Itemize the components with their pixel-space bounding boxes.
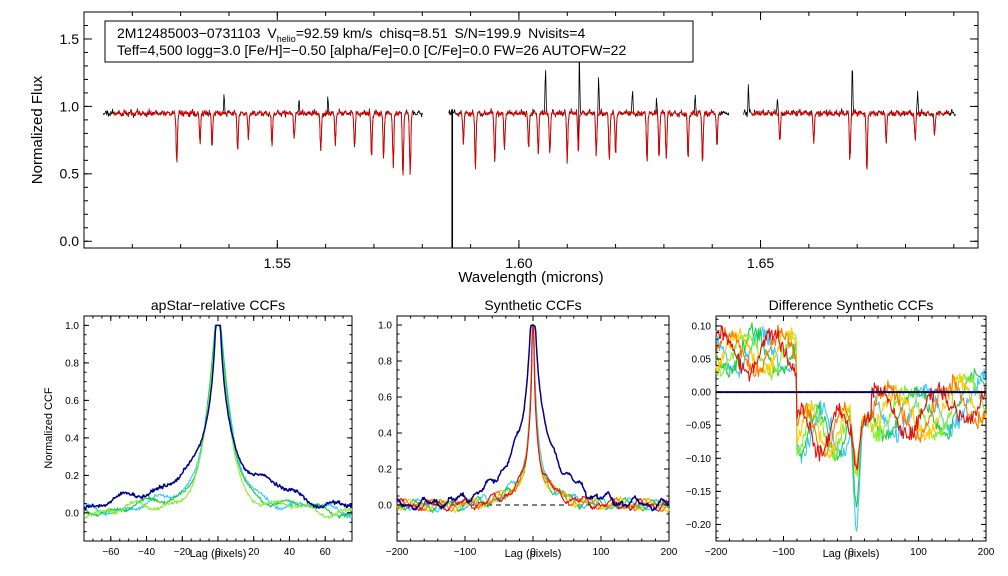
x-tick-label: −40 bbox=[138, 547, 155, 558]
annotation-frame bbox=[104, 20, 694, 63]
spectrum-x-axis-label: Wavelength (microns) bbox=[458, 269, 603, 286]
apstar-ccf-series bbox=[83, 324, 353, 520]
y-tick-label: 0.8 bbox=[65, 358, 79, 369]
difference-ccf-panel: −200 −100 0 100 200 −0.20 −0.15 −0.10 −0.05 0.00 0… bbox=[686, 297, 995, 560]
difference-visit-4 bbox=[715, 327, 987, 474]
observed-spectrum-chip-2 bbox=[448, 47, 730, 169]
spectrum-ticks: 1.55 1.60 1.65 0.0 0.5 1.0 1.5 bbox=[60, 11, 978, 271]
y-tick-label: −0.20 bbox=[686, 520, 712, 531]
x-tick-label: 1.65 bbox=[747, 255, 774, 271]
x-tick-label: −100 bbox=[454, 547, 477, 558]
x-tick-label: 20 bbox=[248, 547, 260, 558]
annotation-vhelio-sub: helio bbox=[277, 34, 296, 44]
spectrum-y-axis-label: Normalized Flux bbox=[29, 75, 46, 184]
y-tick-label: 0.4 bbox=[65, 433, 79, 444]
spectrum-annotation-box: 2M12485003−0731103 Vhelio=92.59 km/s chisq… bbox=[104, 20, 694, 63]
annotation-sn: S/N=199.9 bbox=[455, 25, 522, 41]
model-spectrum-chip-2 bbox=[457, 108, 721, 170]
y-tick-label: 0.4 bbox=[378, 429, 392, 440]
y-tick-label: 0.10 bbox=[692, 321, 712, 332]
annotation-nvisits: Nvisits=4 bbox=[528, 25, 585, 41]
x-tick-label: 1.60 bbox=[505, 255, 532, 271]
annotation-vhelio-value: =92.59 km/s bbox=[296, 25, 373, 41]
annotation-vhelio-v: V bbox=[267, 25, 277, 41]
ccf-combined bbox=[83, 324, 353, 511]
x-tick-label: 1.55 bbox=[264, 255, 291, 271]
x-tick-label: −60 bbox=[102, 547, 119, 558]
x-tick-label: 0 bbox=[530, 547, 536, 558]
synthetic-ccf-series bbox=[396, 324, 670, 514]
difference-ccf-title: Difference Synthetic CCFs bbox=[769, 297, 934, 313]
y-tick-label: 0.6 bbox=[65, 396, 79, 407]
y-tick-label: 0.05 bbox=[692, 355, 712, 366]
y-tick-label: 0.0 bbox=[65, 508, 79, 519]
ccf-visit-2 bbox=[83, 324, 353, 519]
apstar-ccf-x-axis-label: Lag (pixels) bbox=[190, 548, 247, 560]
annotation-line-1: 2M12485003−0731103 Vhelio=92.59 km/s chisq… bbox=[117, 25, 585, 44]
x-tick-label: 0 bbox=[215, 547, 221, 558]
x-tick-label: −100 bbox=[772, 547, 795, 558]
x-tick-label: −20 bbox=[174, 547, 191, 558]
y-tick-label: −0.15 bbox=[686, 487, 712, 498]
difference-visit-6 bbox=[715, 325, 987, 471]
apstar-ccf-ticks: −60 −40 −20 0 20 40 60 0.0 0.2 0.4 0.6 0.8 1.0 bbox=[65, 315, 353, 558]
ccf-visit-3 bbox=[396, 324, 670, 513]
y-tick-label: 1.5 bbox=[60, 31, 80, 47]
x-tick-label: 200 bbox=[661, 547, 678, 558]
spectrum-series bbox=[102, 47, 957, 248]
y-tick-label: −0.10 bbox=[686, 454, 712, 465]
synthetic-ccf-title: Synthetic CCFs bbox=[484, 297, 581, 313]
annotation-chisq: chisq=8.51 bbox=[379, 25, 447, 41]
y-tick-label: 1.0 bbox=[378, 321, 392, 332]
x-tick-label: 100 bbox=[910, 547, 927, 558]
ccf-visit-1 bbox=[396, 324, 670, 513]
y-tick-label: 0.00 bbox=[692, 388, 712, 399]
y-tick-label: 0.5 bbox=[60, 166, 80, 182]
difference-ccf-x-axis-label: Lag (pixels) bbox=[823, 548, 880, 560]
annotation-line-2: Teff=4,500 logg=3.0 [Fe/H]=−0.50 [alpha/… bbox=[117, 42, 626, 58]
x-tick-label: 40 bbox=[284, 547, 296, 558]
model-spectrum-chip-3 bbox=[749, 108, 950, 170]
ccf-combined bbox=[396, 324, 670, 512]
y-tick-label: 0.0 bbox=[60, 233, 80, 249]
ccf-visit-2 bbox=[396, 324, 670, 514]
synthetic-ccf-panel: −200 −100 0 100 200 0.0 0.2 0.4 0.6 0.8 1.0 Synthe… bbox=[378, 297, 678, 560]
y-tick-label: 1.0 bbox=[65, 321, 79, 332]
ccf-visit-1 bbox=[83, 324, 353, 519]
observed-spectrum-chip-1 bbox=[102, 94, 423, 175]
difference-visit-2 bbox=[715, 322, 987, 508]
ccf-visit-3 bbox=[83, 324, 353, 520]
apstar-ccf-y-axis-label: Normalized CCF bbox=[43, 387, 55, 469]
apstar-ccf-panel: −60 −40 −20 0 20 40 60 0.0 0.2 0.4 0.6 0.8 1.0 apSta… bbox=[43, 297, 353, 560]
apstar-ccf-title: apStar−relative CCFs bbox=[151, 297, 285, 313]
difference-ccf-series bbox=[715, 322, 987, 532]
x-tick-label: 0 bbox=[848, 547, 854, 558]
x-tick-label: 200 bbox=[978, 547, 995, 558]
y-tick-label: 0.6 bbox=[378, 393, 392, 404]
y-tick-label: 0.2 bbox=[378, 465, 392, 476]
y-tick-label: 1.0 bbox=[60, 98, 80, 114]
x-tick-label: −200 bbox=[386, 547, 409, 558]
synthetic-ccf-ticks: −200 −100 0 100 200 0.0 0.2 0.4 0.6 0.8 1.0 bbox=[378, 315, 678, 558]
spectrum-plot-frame bbox=[83, 11, 979, 249]
y-tick-label: 0.0 bbox=[378, 501, 392, 512]
ccf-visit-5 bbox=[396, 324, 670, 512]
annotation-star-id: 2M12485003−0731103 bbox=[117, 25, 261, 41]
ccf-visit-4 bbox=[396, 324, 670, 513]
spectrum-panel: 1.55 1.60 1.65 0.0 0.5 1.0 1.5 2M12485003−0731… bbox=[29, 11, 979, 286]
model-spectrum-chip-1 bbox=[112, 108, 413, 176]
y-tick-label: 0.2 bbox=[65, 471, 79, 482]
x-tick-label: 100 bbox=[593, 547, 610, 558]
synthetic-ccf-x-axis-label: Lag (pixels) bbox=[505, 548, 562, 560]
x-tick-label: 60 bbox=[320, 547, 332, 558]
difference-ccf-ticks: −200 −100 0 100 200 −0.20 −0.15 −0.10 −0.05 0.00 0… bbox=[686, 316, 995, 558]
y-tick-label: −0.05 bbox=[686, 421, 712, 432]
x-tick-label: −200 bbox=[705, 547, 728, 558]
y-tick-label: 0.8 bbox=[378, 357, 392, 368]
difference-visit-3 bbox=[715, 331, 987, 478]
